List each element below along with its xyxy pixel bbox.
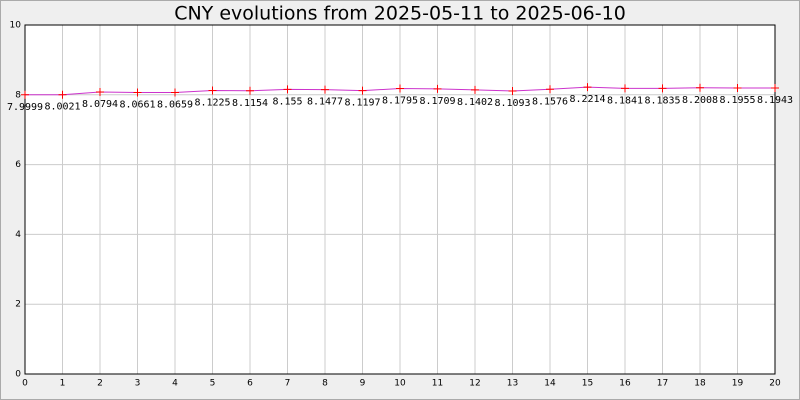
x-tick-label: 8 [322, 379, 328, 389]
data-label: 8.1197 [344, 98, 380, 109]
marker [283, 85, 292, 94]
x-tick-label: 4 [172, 379, 178, 389]
marker [96, 88, 104, 97]
marker [133, 88, 142, 97]
marker [733, 83, 742, 92]
data-label: 8.0659 [157, 100, 193, 111]
y-tick-label: 6 [15, 160, 21, 170]
x-tick-label: 11 [432, 379, 443, 389]
marker [208, 86, 217, 95]
data-label: 8.1154 [232, 98, 268, 109]
x-tick-label: 19 [732, 379, 744, 389]
marker [658, 84, 667, 93]
marker [171, 88, 179, 97]
x-tick-label: 9 [360, 379, 366, 389]
data-label: 8.1402 [457, 97, 493, 108]
data-label: 8.1795 [382, 96, 418, 107]
marker [696, 83, 704, 92]
data-label: 8.0021 [44, 102, 80, 113]
data-label: 8.1225 [194, 98, 230, 109]
data-label: 8.1709 [419, 96, 455, 107]
y-tick-label: 4 [15, 230, 21, 240]
plot-border [24, 24, 776, 375]
marker [21, 90, 29, 99]
y-tick-label: 10 [10, 21, 22, 31]
y-tick-label: 8 [15, 90, 21, 100]
x-tick-label: 1 [60, 379, 66, 389]
marker [246, 86, 254, 95]
x-tick-label: 3 [135, 379, 141, 389]
x-tick-label: 7 [285, 379, 291, 389]
x-tick-label: 5 [210, 379, 216, 389]
chart-title: CNY evolutions from 2025-05-11 to 2025-0… [174, 3, 626, 25]
data-label: 8.155 [272, 96, 302, 107]
x-tick-label: 14 [544, 379, 556, 389]
marker [621, 84, 629, 93]
y-tick-label: 0 [15, 370, 21, 380]
marker [471, 85, 479, 94]
marker [508, 86, 517, 95]
data-label: 7.9999 [7, 102, 43, 113]
y-tick-label: 2 [15, 300, 21, 310]
data-label: 8.0661 [119, 99, 155, 110]
x-tick-label: 12 [469, 379, 480, 389]
data-label: 8.0794 [82, 99, 118, 110]
data-label: 8.1835 [644, 95, 680, 106]
marker [321, 85, 329, 94]
x-tick-label: 17 [657, 379, 668, 389]
data-label: 8.1576 [532, 96, 568, 107]
marker [771, 84, 779, 93]
x-tick-label: 15 [582, 379, 593, 389]
x-tick-label: 13 [507, 379, 518, 389]
x-tick-label: 20 [769, 379, 781, 389]
x-tick-label: 0 [22, 379, 28, 389]
x-tick-label: 2 [97, 379, 103, 389]
marker [358, 86, 367, 95]
data-label: 8.1477 [307, 97, 343, 108]
marker [583, 83, 592, 92]
data-label: 8.1943 [757, 95, 793, 106]
data-label: 8.1093 [494, 98, 530, 109]
data-label: 8.2008 [682, 95, 718, 106]
x-tick-label: 18 [694, 379, 706, 389]
x-tick-label: 10 [394, 379, 406, 389]
x-tick-label: 6 [247, 379, 253, 389]
marker [396, 84, 404, 93]
data-label: 8.1955 [719, 95, 755, 106]
marker [546, 85, 554, 94]
data-label: 8.2214 [569, 94, 605, 105]
data-label: 8.1841 [607, 95, 643, 106]
x-tick-label: 16 [619, 379, 631, 389]
marker [433, 84, 442, 93]
marker [58, 90, 67, 99]
